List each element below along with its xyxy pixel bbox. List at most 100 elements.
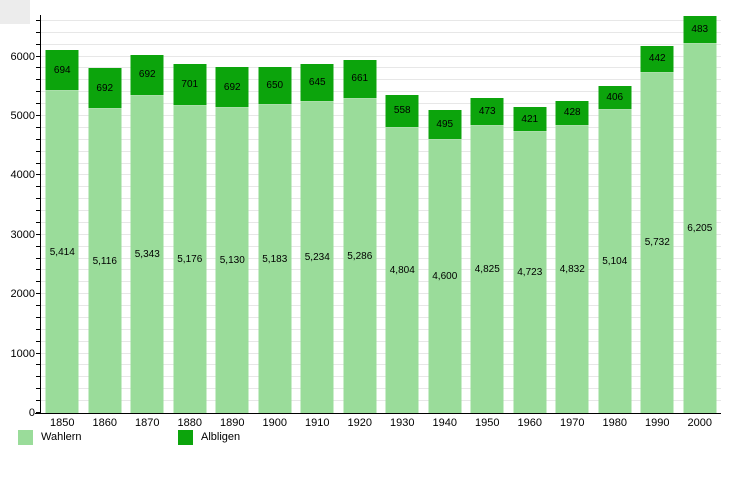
stacked-bar: 5,176 701 bbox=[173, 63, 207, 413]
gridline bbox=[41, 352, 721, 354]
gridline bbox=[41, 221, 721, 223]
gridline bbox=[41, 19, 721, 21]
x-axis-label: 1950 bbox=[475, 417, 500, 429]
y-axis-tick bbox=[36, 364, 41, 366]
y-axis-tick bbox=[36, 162, 41, 164]
bar-column-1980: 5,104 406 bbox=[594, 15, 637, 413]
y-axis-tick bbox=[36, 115, 41, 116]
wahlern-value-label: 5,183 bbox=[262, 253, 288, 265]
wahlern-swatch bbox=[18, 429, 33, 445]
wahlern-value-label: 5,414 bbox=[49, 246, 75, 258]
wahlern-value-label: 5,732 bbox=[644, 237, 670, 249]
bar-segment-albligen: 694 bbox=[45, 50, 79, 92]
bar-column-1940: 4,600 495 bbox=[424, 15, 467, 413]
y-axis-label: 3000 bbox=[10, 228, 35, 241]
x-axis-label: 1930 bbox=[390, 417, 415, 429]
gridline bbox=[41, 400, 721, 402]
y-axis-tick bbox=[36, 126, 41, 128]
bar-segment-wahlern: 5,176 bbox=[173, 105, 207, 413]
y-axis-tick bbox=[36, 352, 41, 354]
bar-segment-albligen: 692 bbox=[88, 68, 122, 110]
bar-segment-wahlern: 5,130 bbox=[215, 108, 249, 413]
y-axis-label: 4000 bbox=[10, 169, 35, 182]
bar-segment-albligen: 650 bbox=[258, 66, 292, 106]
bar-segment-albligen: 645 bbox=[300, 63, 334, 103]
legend-item-albligen: Albligen bbox=[178, 429, 240, 445]
albligen-value-label: 661 bbox=[351, 73, 369, 85]
x-axis-label: 1960 bbox=[517, 417, 542, 429]
y-axis-tick bbox=[36, 150, 41, 152]
stacked-bar: 5,286 661 bbox=[343, 59, 377, 413]
stacked-bar: 6,205 483 bbox=[683, 15, 717, 413]
bar-column-1900: 5,183 650 bbox=[254, 15, 297, 413]
gridline bbox=[41, 293, 721, 295]
albligen-value-label: 694 bbox=[53, 64, 71, 76]
y-axis-tick bbox=[36, 269, 41, 271]
y-axis-tick bbox=[36, 293, 41, 295]
wahlern-value-label: 5,286 bbox=[347, 250, 373, 262]
gridline bbox=[41, 210, 721, 212]
y-axis-tick bbox=[36, 257, 41, 259]
gridline bbox=[41, 115, 721, 116]
gridline bbox=[41, 91, 721, 93]
wahlern-value-label: 4,600 bbox=[432, 270, 458, 282]
albligen-value-label: 692 bbox=[96, 82, 114, 94]
x-axis-label: 1880 bbox=[177, 417, 202, 429]
bar-segment-albligen: 442 bbox=[640, 46, 674, 73]
gridline bbox=[41, 198, 721, 200]
y-axis-tick bbox=[36, 400, 41, 402]
albligen-value-label: 558 bbox=[393, 105, 411, 117]
albligen-swatch bbox=[178, 429, 193, 445]
y-axis-tick bbox=[36, 31, 41, 33]
bar-segment-albligen: 661 bbox=[343, 59, 377, 99]
bar-column-1930: 4,804 558 bbox=[381, 15, 424, 413]
corner-artifact bbox=[0, 0, 30, 24]
y-axis-tick bbox=[36, 79, 41, 81]
gridline bbox=[41, 138, 721, 140]
bar-segment-wahlern: 4,832 bbox=[555, 125, 589, 413]
albligen-value-label: 421 bbox=[521, 113, 539, 125]
stacked-bar: 5,414 694 bbox=[45, 50, 79, 413]
stacked-bar: 4,600 495 bbox=[428, 110, 462, 413]
gridline bbox=[41, 162, 721, 164]
gridline bbox=[41, 126, 721, 128]
stacked-bar: 5,104 406 bbox=[598, 85, 632, 413]
bar-column-1990: 5,732 442 bbox=[636, 15, 679, 413]
y-axis-tick bbox=[36, 221, 41, 223]
bar-segment-wahlern: 5,234 bbox=[300, 102, 334, 413]
x-axis-label: 1890 bbox=[220, 417, 245, 429]
y-axis-tick bbox=[36, 245, 41, 247]
wahlern-value-label: 4,723 bbox=[517, 267, 543, 279]
gridline bbox=[41, 233, 721, 235]
bar-segment-wahlern: 5,183 bbox=[258, 105, 292, 413]
gridline bbox=[41, 388, 721, 390]
stacked-bar: 5,234 645 bbox=[300, 63, 334, 413]
y-axis-tick bbox=[36, 305, 41, 307]
wahlern-value-label: 5,176 bbox=[177, 253, 203, 265]
albligen-value-label: 473 bbox=[478, 106, 496, 118]
x-axis-label: 1850 bbox=[50, 417, 75, 429]
y-axis-label: 6000 bbox=[10, 50, 35, 63]
x-axis-label: 1900 bbox=[262, 417, 287, 429]
stacked-bar: 5,343 692 bbox=[130, 54, 164, 413]
gridline bbox=[41, 103, 721, 105]
gridline bbox=[41, 245, 721, 247]
bar-segment-wahlern: 5,732 bbox=[640, 72, 674, 413]
bar-column-1870: 5,343 692 bbox=[126, 15, 169, 413]
bar-segment-wahlern: 5,414 bbox=[45, 91, 79, 413]
y-axis-tick bbox=[36, 103, 41, 105]
stacked-bar: 5,183 650 bbox=[258, 66, 292, 413]
albligen-value-label: 692 bbox=[223, 81, 241, 93]
y-axis-tick bbox=[36, 198, 41, 200]
stacked-bar: 4,832 428 bbox=[555, 100, 589, 413]
y-axis-tick bbox=[36, 340, 41, 342]
y-axis-tick bbox=[36, 281, 41, 283]
gridline bbox=[41, 67, 721, 69]
albligen-value-label: 645 bbox=[308, 76, 326, 88]
y-axis-tick bbox=[36, 328, 41, 330]
stacked-bar: 5,130 692 bbox=[215, 67, 249, 413]
bar-segment-albligen: 558 bbox=[385, 94, 419, 128]
bar-segment-wahlern: 4,723 bbox=[513, 132, 547, 413]
bar-segment-albligen: 421 bbox=[513, 107, 547, 133]
bar-segment-wahlern: 6,205 bbox=[683, 44, 717, 413]
